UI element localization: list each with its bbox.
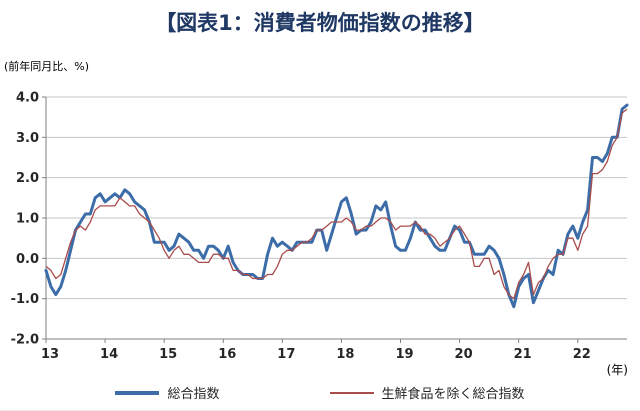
legend-label-ex-fresh-food: 生鮮食品を除く総合指数 [381,387,525,402]
svg-text:13: 13 [41,347,59,362]
svg-text:14: 14 [100,347,118,362]
svg-text:15: 15 [159,347,177,362]
legend-line-overall-icon [115,390,160,395]
svg-text:22: 22 [573,347,591,362]
legend-line-ex-fresh-food-icon [329,391,374,394]
svg-text:0.0: 0.0 [16,252,39,267]
axes [42,96,627,343]
svg-text:18: 18 [336,347,354,362]
svg-text:19: 19 [395,347,413,362]
svg-text:3.0: 3.0 [16,131,39,146]
svg-text:16: 16 [218,347,236,362]
svg-text:21: 21 [514,347,532,362]
svg-text:4.0: 4.0 [16,91,39,106]
legend-item-ex-fresh-food: 生鮮食品を除く総合指数 [329,383,525,402]
x-axis-unit-label: (年) [606,363,628,377]
chart-title: 【図表1：消費者物価指数の推移】 [155,11,485,35]
svg-text:2.0: 2.0 [16,171,39,186]
legend: 総合指数 生鮮食品を除く総合指数 [0,383,640,402]
x-axis-tick-labels: 13 14 15 16 17 18 19 20 21 22 [41,347,591,362]
svg-text:20: 20 [455,347,473,362]
series-line-overall-index [44,103,629,309]
y-axis-tick-labels: 4.0 3.0 2.0 1.0 0.0 -1.0 -2.0 [11,91,39,348]
legend-label-overall: 総合指数 [167,387,220,402]
legend-item-overall-index: 総合指数 [115,383,220,402]
svg-text:17: 17 [277,347,295,362]
y-axis-unit-label: (前年同月比、%) [4,60,90,73]
svg-text:1.0: 1.0 [16,212,39,227]
svg-text:-2.0: -2.0 [11,333,39,348]
svg-text:-1.0: -1.0 [11,292,39,307]
series-line-ex-fresh-food [45,108,628,300]
